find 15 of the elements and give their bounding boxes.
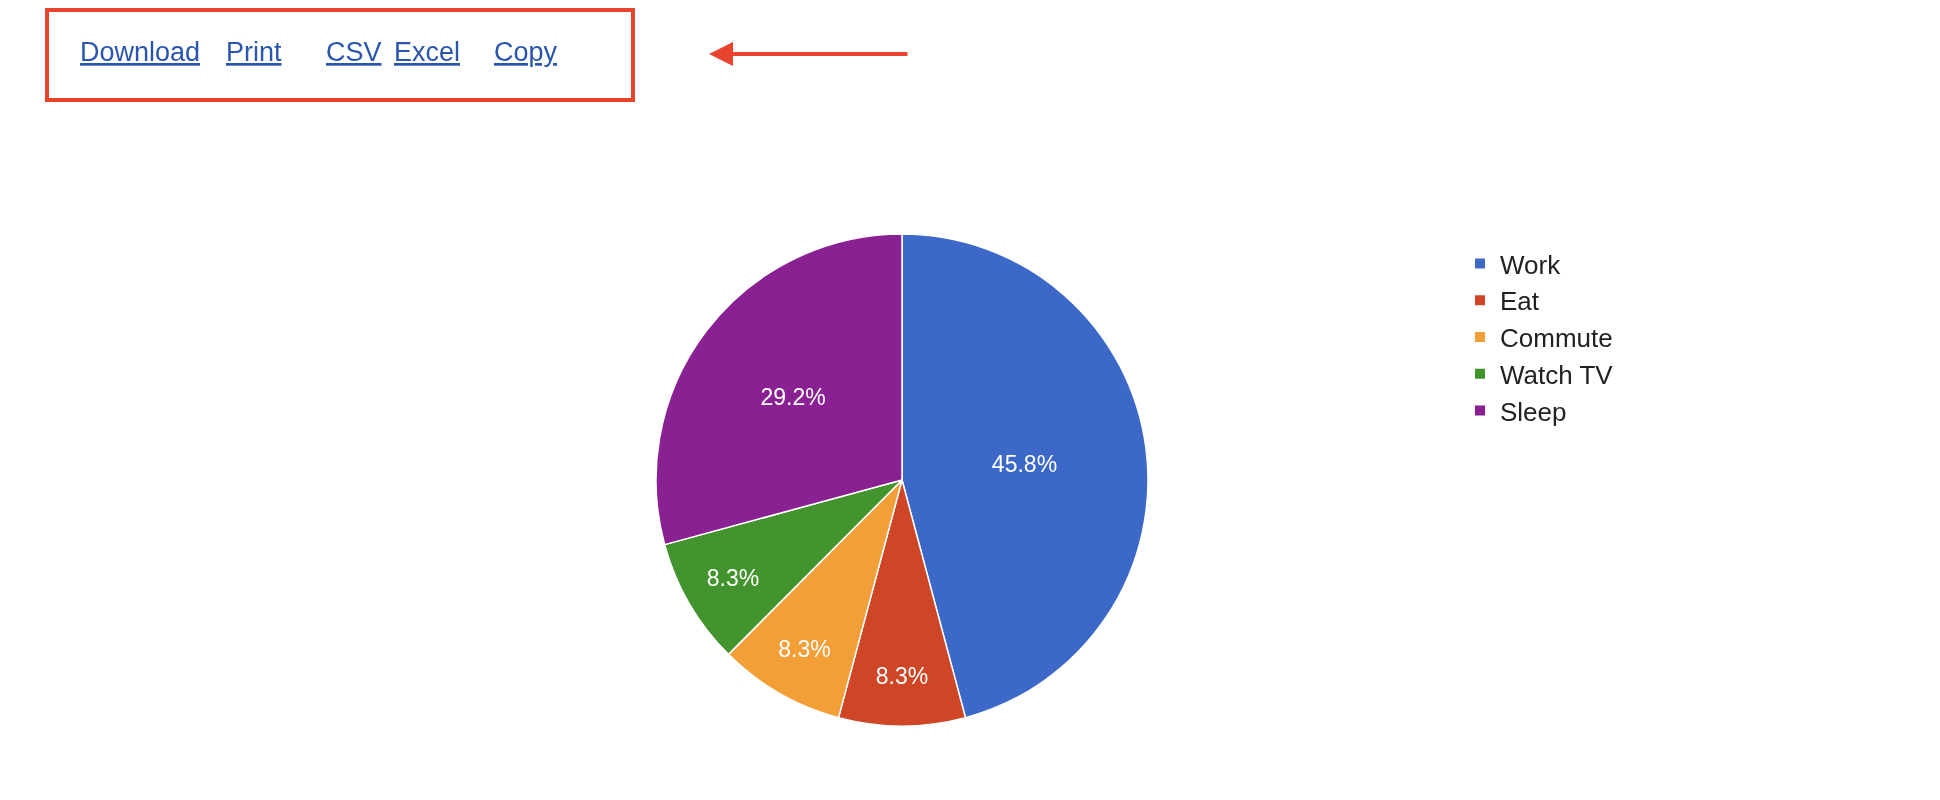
text: Excel <box>394 37 461 67</box>
legend-label: Sleep <box>1500 396 1567 427</box>
text: Print <box>226 37 283 67</box>
data-label: 8.3% <box>706 565 760 592</box>
legend-label: Commute <box>1500 323 1613 354</box>
text: CSV <box>326 37 382 67</box>
legend-label: Eat <box>1500 286 1540 317</box>
text: Copy <box>494 37 558 67</box>
data-label: 8.3% <box>778 636 831 663</box>
legend-label: Watch TV <box>1500 359 1614 390</box>
data-label: 29.2% <box>760 383 826 410</box>
legend-label: Work <box>1500 249 1562 280</box>
data-label: 8.3% <box>875 662 929 689</box>
data-label: 45.8% <box>991 450 1058 477</box>
text: Download <box>80 37 201 67</box>
